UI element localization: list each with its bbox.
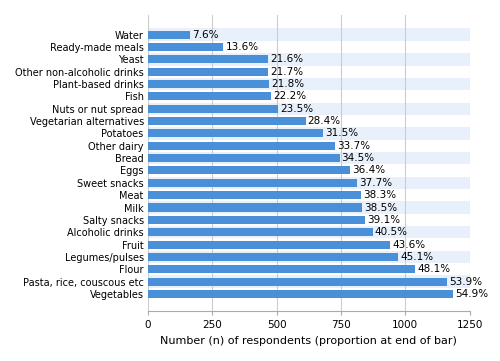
- Text: 31.5%: 31.5%: [325, 129, 358, 138]
- Text: 7.6%: 7.6%: [192, 30, 218, 40]
- Bar: [148, 278, 448, 286]
- Text: 13.6%: 13.6%: [226, 42, 258, 52]
- Bar: [148, 129, 323, 138]
- Bar: [148, 31, 190, 39]
- Text: 48.1%: 48.1%: [417, 264, 450, 274]
- Bar: [148, 201, 470, 214]
- Bar: [148, 92, 271, 100]
- Text: 39.1%: 39.1%: [367, 215, 400, 225]
- Bar: [148, 68, 268, 76]
- Bar: [148, 55, 268, 63]
- Text: 53.9%: 53.9%: [450, 277, 482, 287]
- Text: 21.6%: 21.6%: [270, 55, 303, 64]
- Bar: [148, 240, 390, 249]
- Bar: [148, 166, 350, 174]
- Text: 43.6%: 43.6%: [392, 240, 426, 249]
- Bar: [148, 78, 470, 90]
- Bar: [148, 251, 470, 263]
- Text: 54.9%: 54.9%: [455, 289, 488, 299]
- Bar: [148, 43, 224, 51]
- Bar: [148, 253, 399, 261]
- Bar: [148, 80, 269, 88]
- Bar: [148, 290, 453, 298]
- Text: 38.3%: 38.3%: [362, 190, 396, 200]
- Bar: [148, 154, 340, 162]
- Bar: [148, 103, 470, 115]
- Text: 21.7%: 21.7%: [270, 67, 304, 77]
- Text: 28.4%: 28.4%: [308, 116, 341, 126]
- Text: 36.4%: 36.4%: [352, 165, 386, 175]
- Text: 33.7%: 33.7%: [337, 141, 370, 151]
- Text: 40.5%: 40.5%: [375, 227, 408, 237]
- Bar: [148, 117, 306, 125]
- Bar: [148, 53, 470, 65]
- Bar: [148, 228, 373, 236]
- Bar: [148, 177, 470, 189]
- Bar: [148, 142, 335, 150]
- Text: 23.5%: 23.5%: [280, 104, 314, 114]
- Bar: [148, 216, 365, 224]
- X-axis label: Number (n) of respondents (proportion at end of bar): Number (n) of respondents (proportion at…: [160, 336, 457, 346]
- Bar: [148, 179, 358, 187]
- Bar: [148, 29, 470, 41]
- Text: 34.5%: 34.5%: [342, 153, 374, 163]
- Bar: [148, 152, 470, 164]
- Text: 22.2%: 22.2%: [274, 91, 306, 101]
- Text: 21.8%: 21.8%: [271, 79, 304, 89]
- Bar: [148, 265, 415, 273]
- Bar: [148, 226, 470, 238]
- Text: 38.5%: 38.5%: [364, 203, 397, 213]
- Bar: [148, 105, 278, 113]
- Bar: [148, 275, 470, 288]
- Bar: [148, 204, 362, 212]
- Text: 37.7%: 37.7%: [360, 178, 392, 188]
- Text: 45.1%: 45.1%: [400, 252, 434, 262]
- Bar: [148, 191, 360, 199]
- Bar: [148, 127, 470, 140]
